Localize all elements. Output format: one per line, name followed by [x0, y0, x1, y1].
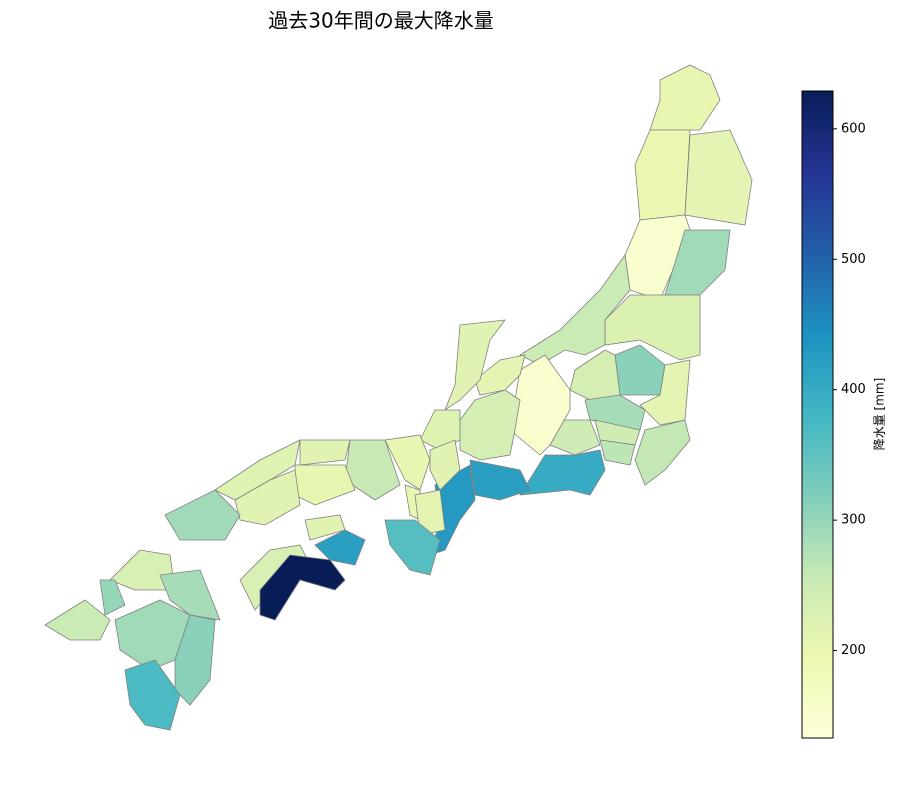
region	[459, 389, 521, 461]
region	[164, 489, 241, 541]
colorbar-label: 降水量 [mm]	[873, 378, 887, 451]
region	[519, 253, 631, 366]
region	[429, 439, 461, 491]
map-title: 過去30年間の最大降水量	[268, 9, 493, 33]
region	[44, 599, 111, 641]
region	[474, 354, 526, 396]
region	[664, 229, 731, 296]
region	[649, 64, 721, 131]
region	[614, 344, 666, 396]
colorbar-tick-label: 400	[841, 382, 866, 397]
colorbar-tick-label: 500	[841, 252, 866, 267]
colorbar	[801, 90, 834, 739]
region	[384, 434, 431, 491]
region	[259, 554, 346, 621]
region	[469, 459, 531, 501]
colorbar-tick-label: 600	[841, 121, 866, 136]
region	[99, 579, 126, 616]
region	[604, 294, 701, 361]
region	[569, 349, 621, 401]
region	[314, 529, 366, 566]
region	[634, 129, 691, 221]
colorbar-tick-label: 300	[841, 513, 866, 528]
region	[519, 449, 606, 496]
region	[634, 419, 691, 486]
region	[639, 359, 691, 426]
region	[299, 439, 351, 466]
region	[294, 464, 356, 506]
colorbar-tick-label: 200	[841, 643, 866, 658]
region	[599, 439, 636, 466]
region	[124, 659, 181, 731]
region	[304, 514, 346, 541]
region	[414, 489, 446, 536]
region	[159, 569, 221, 621]
region	[384, 519, 441, 576]
region	[684, 129, 753, 226]
region	[234, 469, 301, 526]
region	[444, 319, 506, 412]
region	[109, 549, 176, 591]
